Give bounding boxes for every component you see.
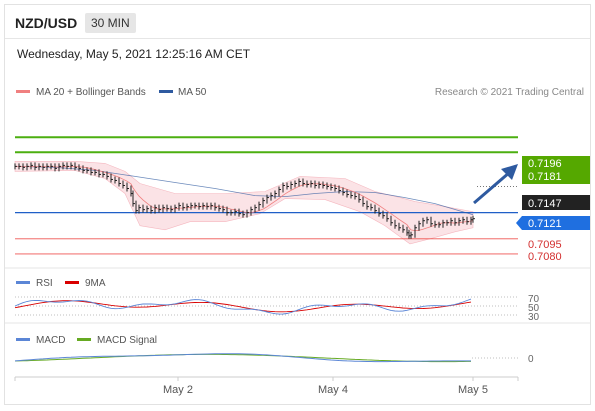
rsi-ma-legend-label: 9MA (85, 278, 106, 289)
resistance-label-box (522, 156, 590, 184)
price-bars (14, 162, 475, 239)
rsi-legend-label: RSI (36, 278, 53, 289)
target-1-value: 0.7095 (528, 239, 562, 251)
rsi-line (14, 298, 472, 315)
chart-widget: NZD/USD 30 MIN Wednesday, May 5, 2021 12… (4, 4, 591, 405)
level-lines (15, 136, 518, 255)
rsi-tick-70: 70 (528, 294, 540, 305)
ma20-legend-swatch (16, 90, 30, 93)
support-value: 0.7121 (528, 218, 562, 230)
x-label-may2: May 2 (163, 384, 193, 396)
macd-tick-0: 0 (528, 354, 534, 365)
rsi-ma-legend-swatch (65, 281, 79, 284)
x-label-may4: May 4 (318, 384, 348, 396)
timeframe-button[interactable]: 30 MIN (85, 13, 136, 33)
support-label-pointer (516, 216, 522, 230)
rsi-tick-30: 30 (528, 312, 540, 323)
forecast-arrow-head (501, 164, 518, 180)
ma50-legend-label: MA 50 (178, 87, 207, 98)
macd-legend-swatch (16, 338, 30, 341)
forecast-arrow (473, 164, 518, 205)
macd-legend-label: MACD (36, 335, 65, 346)
level-label-current: 0.7147 (522, 195, 590, 210)
rsi-legend-swatch (16, 281, 30, 284)
header-divider (5, 38, 590, 39)
forecast-arrow-shaft (473, 170, 511, 205)
macd-signal-legend-swatch (77, 338, 91, 341)
macd-signal-legend-label: MACD Signal (97, 335, 157, 346)
current-price-box (522, 195, 590, 210)
level-label-s1: 0.7121 (516, 216, 590, 230)
target-2-value: 0.7080 (528, 251, 562, 263)
level-label-r1: 0.7196 0.7181 (522, 156, 590, 184)
ma20-legend-label: MA 20 + Bollinger Bands (36, 87, 146, 98)
rsi-tick-50: 50 (528, 303, 540, 314)
support-label-box (522, 216, 590, 230)
macd-line (14, 353, 471, 363)
resistance-1-value: 0.7196 (528, 158, 562, 170)
chart-header: NZD/USD 30 MIN (5, 5, 590, 39)
macd-signal-line (14, 353, 471, 363)
research-credit: Research © 2021 Trading Central (435, 87, 584, 98)
ma20-line (15, 165, 474, 232)
ma50-legend-swatch (159, 90, 173, 93)
x-label-may5: May 5 (458, 384, 488, 396)
resistance-2-value: 0.7181 (528, 171, 562, 183)
currency-pair-title: NZD/USD (15, 15, 78, 31)
timestamp: Wednesday, May 5, 2021 12:25:16 AM CET (17, 47, 251, 61)
bollinger-bands (14, 161, 474, 245)
current-price-value: 0.7147 (528, 198, 562, 210)
